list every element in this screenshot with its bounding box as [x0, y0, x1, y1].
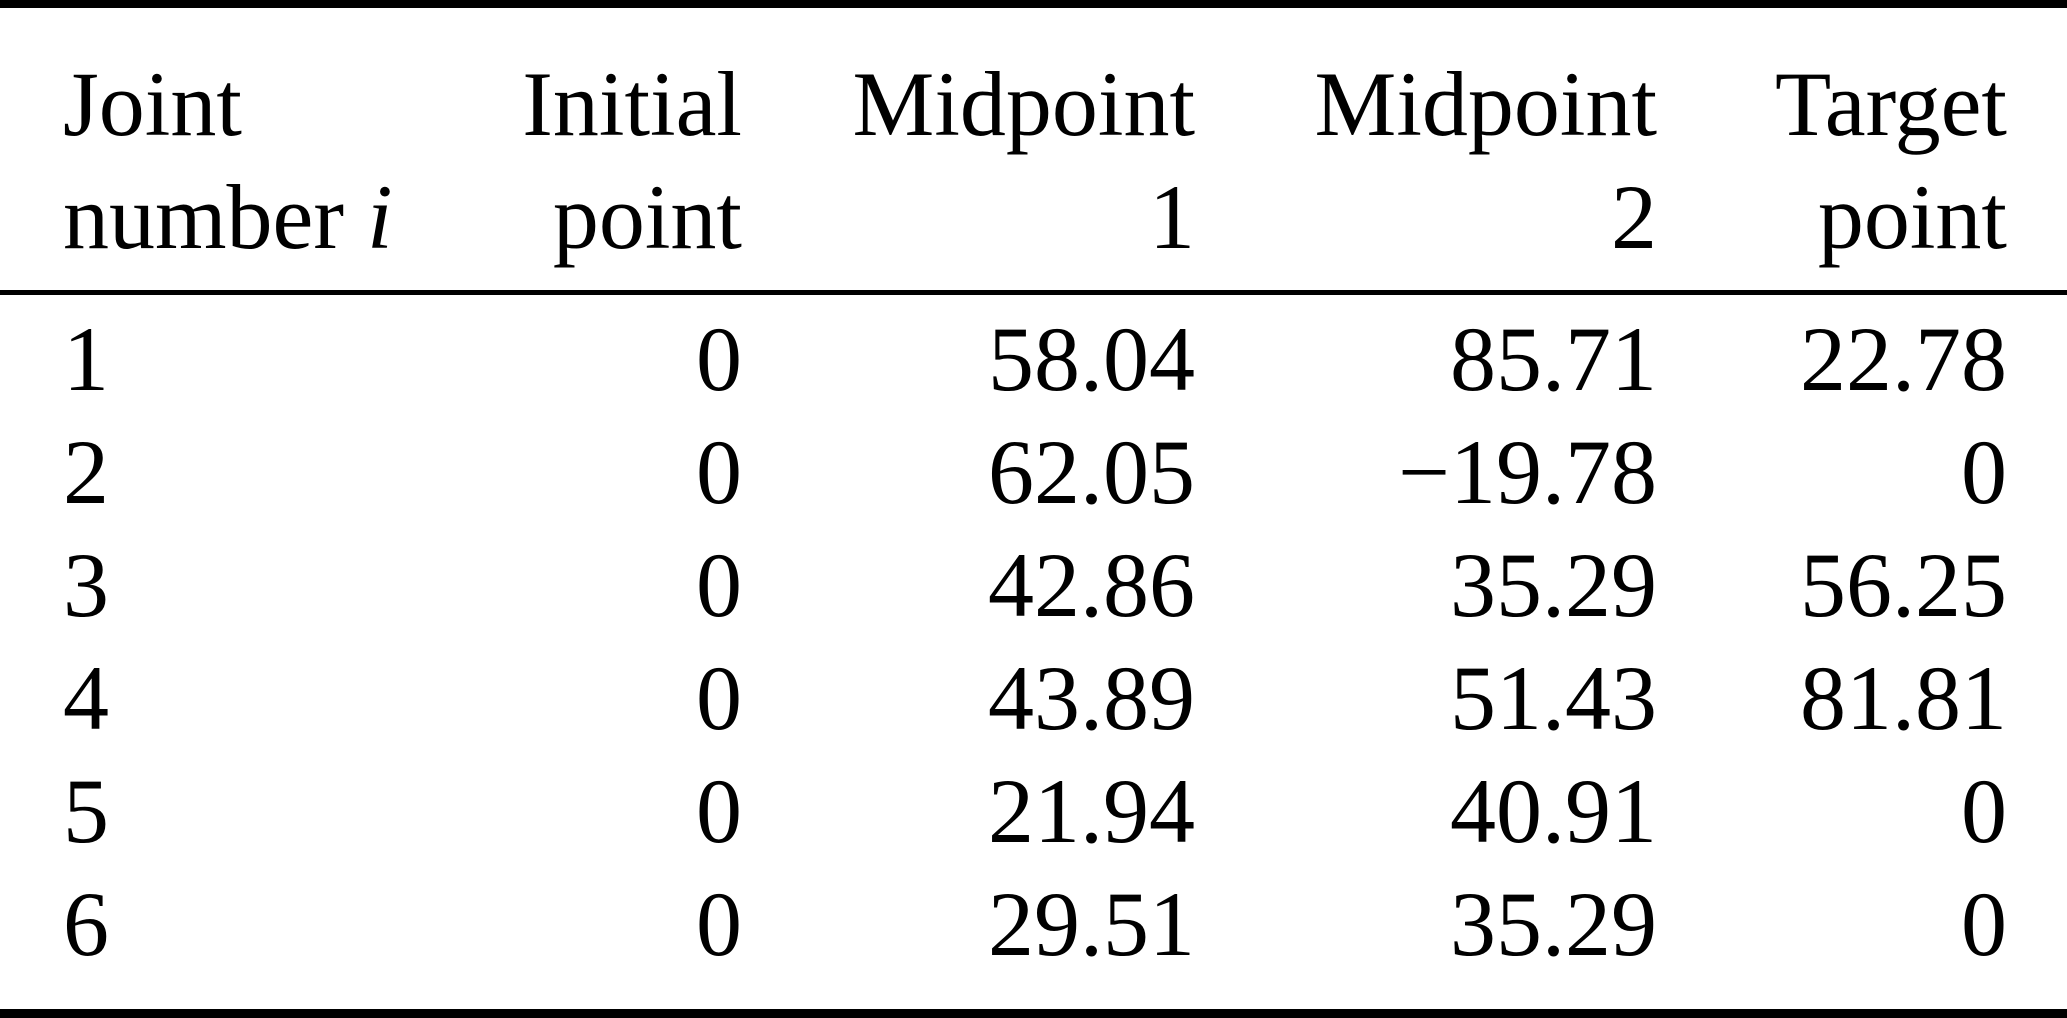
cell-joint-number: 4 — [63, 647, 109, 749]
header-midpoint1-line1: Midpoint — [852, 53, 1195, 155]
cell-joint-number: 2 — [63, 421, 109, 523]
table-top-rule — [0, 0, 2067, 8]
header-joint-line2: number i — [63, 161, 440, 274]
cell-midpoint-1: 58.04 — [988, 308, 1195, 410]
math-var-i: i — [367, 166, 393, 268]
header-target-line2: point — [1817, 166, 2007, 268]
header-midpoint2-line2: 2 — [1611, 166, 1657, 268]
cell-target-point: 22.78 — [1800, 308, 2007, 410]
cell-joint-number: 3 — [63, 534, 109, 636]
cell-midpoint-2: 51.43 — [1450, 647, 1657, 749]
cell-midpoint-1: 21.94 — [988, 760, 1195, 862]
cell-target-point: 56.25 — [1800, 534, 2007, 636]
header-midpoint2-line1: Midpoint — [1314, 53, 1657, 155]
header-target-line1: Target — [1775, 53, 2007, 155]
cell-joint-number: 5 — [63, 760, 109, 862]
header-cell-target-point: Target point — [1657, 48, 2007, 274]
cell-midpoint-2: 85.71 — [1450, 308, 1657, 410]
cell-midpoint-1: 62.05 — [988, 421, 1195, 523]
header-initial-line1: Initial — [522, 53, 742, 155]
cell-target-point: 0 — [1961, 760, 2007, 862]
cell-midpoint-2: 40.91 — [1450, 760, 1657, 862]
header-joint-line1: Joint — [63, 53, 242, 155]
cell-midpoint-2: 35.29 — [1450, 873, 1657, 975]
table-mid-rule — [0, 290, 2067, 295]
cell-midpoint-1: 29.51 — [988, 873, 1195, 975]
cell-initial-point: 0 — [696, 421, 742, 523]
table-header-row: Joint number i Initial point Midpoint 1 … — [0, 8, 2067, 290]
header-initial-line2: point — [552, 166, 742, 268]
cell-joint-number: 1 — [63, 308, 109, 410]
cell-target-point: 81.81 — [1800, 647, 2007, 749]
header-cell-initial-point: Initial point — [440, 48, 742, 274]
cell-initial-point: 0 — [696, 534, 742, 636]
cell-initial-point: 0 — [696, 760, 742, 862]
cell-midpoint-2: −19.78 — [1398, 421, 1657, 523]
cell-midpoint-1: 42.86 — [988, 534, 1195, 636]
cell-initial-point: 0 — [696, 308, 742, 410]
header-midpoint1-line2: 1 — [1149, 166, 1195, 268]
cell-joint-number: 6 — [63, 873, 109, 975]
cell-midpoint-1: 43.89 — [988, 647, 1195, 749]
header-cell-midpoint-2: Midpoint 2 — [1195, 48, 1657, 274]
header-joint-line2-text: number — [63, 166, 368, 268]
table-bottom-rule — [0, 1009, 2067, 1018]
cell-initial-point: 0 — [696, 647, 742, 749]
cell-target-point: 0 — [1961, 873, 2007, 975]
header-cell-joint-number: Joint number i — [63, 48, 440, 274]
cell-midpoint-2: 35.29 — [1450, 534, 1657, 636]
header-cell-midpoint-1: Midpoint 1 — [742, 48, 1195, 274]
cell-target-point: 0 — [1961, 421, 2007, 523]
cell-initial-point: 0 — [696, 873, 742, 975]
table-body: 1 0 58.04 85.71 22.78 2 0 62.05 −19.78 0… — [0, 295, 2067, 1009]
